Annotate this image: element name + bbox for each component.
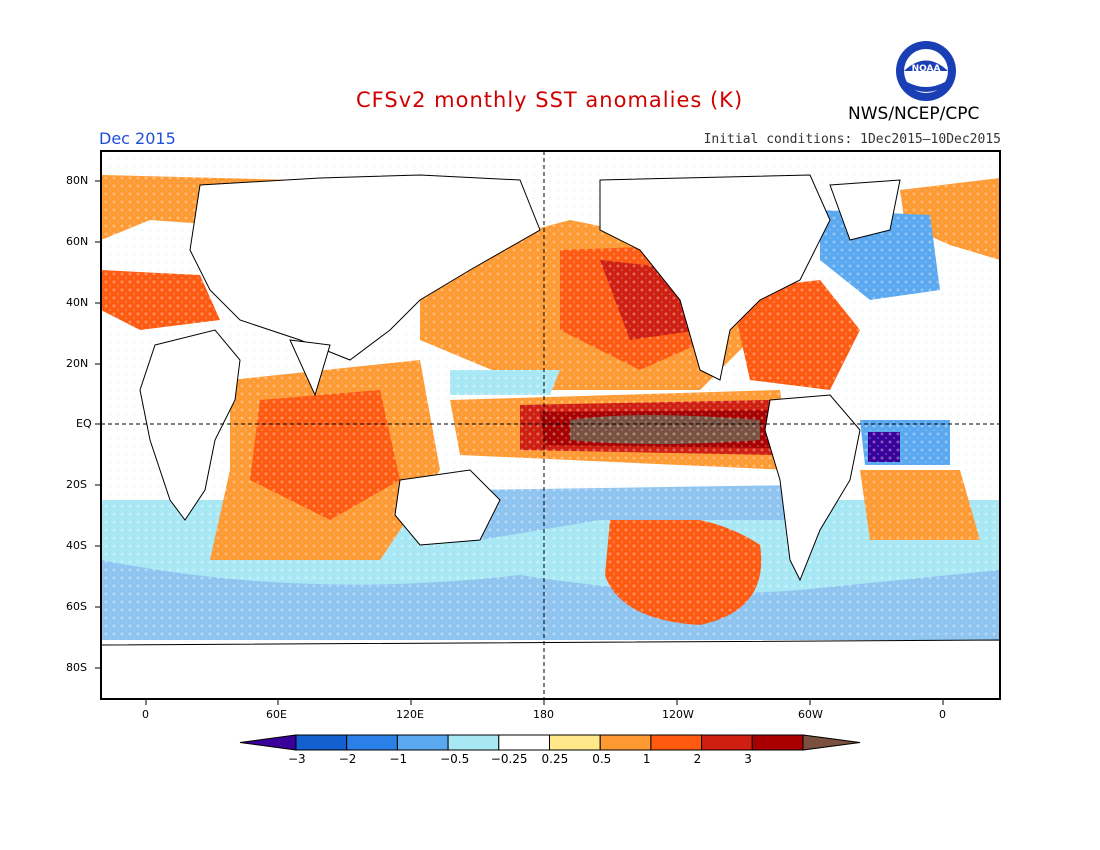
continents [101,174,1000,699]
colorbar-label: 3 [744,752,752,766]
europe-asia [189,174,541,361]
lat-label: 20N [66,357,89,370]
colorbar-label: 2 [693,752,702,766]
colorbar-label: −3 [288,752,306,766]
colorbar-label: −0.5 [440,752,470,766]
colorbar-box [650,734,703,751]
lat-label: EQ [76,417,92,430]
initial-conditions-label: Initial conditions: 1Dec2015–10Dec2015 [703,132,1001,147]
lon-label: 120W [662,708,694,721]
colorbar-box [498,734,550,751]
colorbar-box [447,734,500,751]
colorbar [239,734,861,751]
australia [394,469,501,546]
colorbar-label: −1 [389,752,408,766]
colorbar-box [751,734,804,751]
lon-label: 60E [266,708,287,721]
logo-text: NOAA [912,64,941,74]
lon-label: 120E [396,708,424,721]
colorbar-max-triangle [802,734,861,751]
lon-label: 60W [798,708,823,721]
colorbar-box [599,734,652,751]
north-america [599,174,831,381]
antarctica [101,639,1000,699]
lat-label: 40S [66,539,87,552]
noaa-logo-icon: NOAA [896,41,956,101]
lat-label: 80S [66,661,87,674]
lon-label: 0 [939,708,946,721]
south-america [764,394,861,582]
africa [139,329,241,521]
greenland [829,179,901,241]
colorbar-min-triangle [239,734,297,751]
colorbar-box [396,734,449,751]
colorbar-label: 0.25 [541,752,569,766]
india [289,339,331,397]
colorbar-label: 1 [642,752,651,766]
colorbar-box [295,734,348,751]
plot-frame [100,150,1001,700]
anomaly-field [101,151,1000,699]
colorbar-box [549,734,601,751]
lat-label: 60S [66,600,87,613]
month-label: Dec 2015 [99,129,176,148]
colorbar-label: −0.25 [490,752,528,766]
chart-title: CFSv2 monthly SST anomalies (K) [356,88,744,112]
lat-label: 40N [66,296,89,309]
lon-label: 0 [142,708,149,721]
lat-label: 20S [66,478,87,491]
colorbar-box [346,734,398,751]
lat-ticks [95,180,101,669]
colorbar-label: −2 [338,752,357,766]
lat-label: 80N [66,174,89,187]
lat-label: 60N [66,235,89,248]
colorbar-box [701,734,753,751]
lon-label: 180 [533,708,554,721]
colorbar-label: 0.5 [592,752,612,766]
lon-ticks [145,699,944,705]
agency-label: NWS/NCEP/CPC [848,104,980,124]
